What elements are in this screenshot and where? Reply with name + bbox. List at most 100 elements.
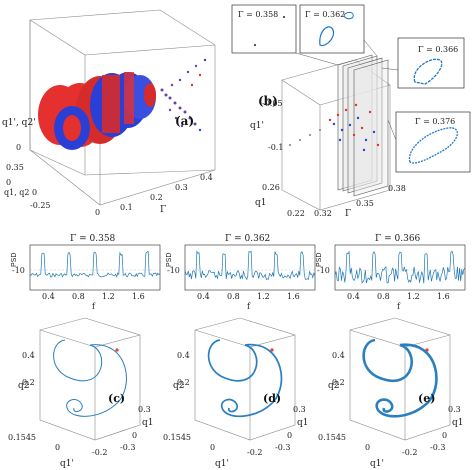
panel-a-gamma-tick-0: 0 xyxy=(95,208,100,217)
traj-ztick-1-2: -0.3 xyxy=(275,443,290,452)
panel-a-gamma-tick-1: 0.1 xyxy=(120,203,133,212)
panel-a-q-tick-0: 0 xyxy=(6,178,11,187)
traj-ytick-0-1: 0.2 xyxy=(22,378,35,387)
psd-xtick-0-2: 1.2 xyxy=(102,292,115,301)
psd-xtick-2-0: 0.4 xyxy=(347,292,360,301)
panel-b-zlabel: Γ xyxy=(345,209,351,219)
psd-spectrum-0 xyxy=(29,250,161,278)
psd-ytick-2: -10 xyxy=(317,266,330,275)
traj-marker-2 xyxy=(425,348,429,352)
panel-b-qp-tick-1: -0.1 xyxy=(268,143,283,152)
traj-xtick-1-1: -0.2 xyxy=(247,448,262,457)
panel-a-gamma-tick-4: 0.4 xyxy=(200,173,213,182)
panel-b-qp-tick-0: -0.05 xyxy=(262,99,283,108)
traj-ztick-2-1: 0 xyxy=(442,431,447,440)
psd-panel-1: Γ = 0.362 PSD-10 0.4 0.8 1.2 1.6 f xyxy=(166,234,316,311)
psd-title-2: Γ = 0.366 xyxy=(375,234,421,244)
panel-b-inset-1-title: Γ = 0.362 xyxy=(305,10,345,19)
traj-ztick-0-0: 0.3 xyxy=(138,405,151,414)
traj-xtick-0-0: 0 xyxy=(55,443,60,452)
panel-a-q-tick-2: 0.35 xyxy=(6,163,24,172)
panel-a-box xyxy=(29,9,216,206)
panel-a-scatter xyxy=(160,58,207,132)
psd-xtick-2-1: 0.8 xyxy=(377,292,390,301)
traj-curve-1 xyxy=(207,339,283,418)
psd-xlabel-1: f xyxy=(247,302,251,311)
panel-b: Γ = 0.358 Γ = 0.362 Γ = 0.366 Γ = 0.376 … xyxy=(231,4,471,219)
psd-ylabel-2: PSD xyxy=(316,253,323,267)
psd-axes-0 xyxy=(29,244,161,291)
panel-b-inset-0-title: Γ = 0.358 xyxy=(238,10,278,19)
psd-ytick-0: -10 xyxy=(12,266,25,275)
traj-ytick-1-1: 0.2 xyxy=(177,378,190,387)
panel-b-xlabel: q1 xyxy=(255,198,267,208)
traj-label-0: (c) xyxy=(108,392,125,405)
panel-a-tori xyxy=(38,72,156,150)
traj-ztick-0-1: 0 xyxy=(132,431,137,440)
traj-ztick-0-2: -0.3 xyxy=(120,443,135,452)
traj-ylabel-0: q2 xyxy=(18,381,30,391)
panel-b-inset-1: Γ = 0.362 xyxy=(299,4,365,54)
traj-xtick-1-0: 0 xyxy=(210,443,215,452)
traj-curve-2 xyxy=(362,338,438,418)
panel-b-gamma-tick-0: 0.32 xyxy=(314,209,332,218)
traj-ytick-0-2: 0.1545 xyxy=(8,433,36,442)
traj-xlabel-1: q1' xyxy=(215,459,229,469)
panel-b-q1-tick-0: 0.26 xyxy=(262,183,280,192)
traj-xtick-0-1: -0.2 xyxy=(92,448,107,457)
panel-a-z-tick-0: 0 xyxy=(16,143,21,152)
traj-panel-0: (c) q2 0.4 0.2 0.1545 0 -0.2 q1' 0.3 q1 0 -0.3 xyxy=(8,317,154,469)
traj-zlabel-0: q1 xyxy=(142,418,154,428)
psd-title-1: Γ = 0.362 xyxy=(225,234,270,244)
panel-b-gamma-tick-1: 0.35 xyxy=(356,199,374,208)
psd-xtick-2-2: 1.2 xyxy=(407,292,420,301)
traj-ytick-2-2: 0.1545 xyxy=(318,433,346,442)
traj-box-0 xyxy=(39,317,141,441)
traj-zlabel-2: q1 xyxy=(452,418,464,428)
psd-spectrum-1 xyxy=(184,250,316,281)
psd-title-0: Γ = 0.358 xyxy=(70,234,116,244)
psd-xtick-0-3: 1.6 xyxy=(132,292,145,301)
psd-ylabel-0: PSD xyxy=(11,253,18,267)
panel-b-inset-2: Γ = 0.366 xyxy=(397,37,465,89)
panel-a-label: (a) xyxy=(175,114,194,128)
panel-b-connectors xyxy=(295,39,399,141)
panel-a-ylabel: q1', q2' xyxy=(2,118,36,128)
psd-xtick-1-3: 1.6 xyxy=(287,292,300,301)
traj-ytick-0-0: 0.4 xyxy=(22,351,35,360)
psd-xlabel-0: f xyxy=(92,302,96,311)
panel-b-inset-0: Γ = 0.358 xyxy=(231,4,297,54)
psd-xtick-2-3: 1.6 xyxy=(437,292,450,301)
psd-xtick-1-0: 0.4 xyxy=(197,292,210,301)
panel-b-scatter xyxy=(289,103,380,152)
traj-marker-0 xyxy=(115,348,119,352)
psd-panel-0: Γ = 0.358 PSD-10 0.4 0.8 1.2 1.6 f xyxy=(11,234,161,311)
traj-xtick-2-0: 0 xyxy=(365,443,370,452)
traj-panel-2: (e) q2 0.4 0.2 0.1545 0 -0.2 q1' 0.3 q1 0 -0.3 xyxy=(318,317,464,469)
traj-xlabel-2: q1' xyxy=(370,459,384,469)
psd-ylabel-1: PSD xyxy=(166,253,173,267)
traj-ztick-1-1: 0 xyxy=(287,431,292,440)
traj-ytick-2-0: 0.4 xyxy=(332,351,345,360)
traj-ztick-2-0: 0.3 xyxy=(448,405,461,414)
panel-a-zlabel: Γ xyxy=(160,205,166,215)
traj-box-1 xyxy=(194,317,296,441)
traj-xtick-2-1: -0.2 xyxy=(402,448,417,457)
traj-curve-0 xyxy=(53,339,127,417)
panel-a-gamma-tick-2: 0.2 xyxy=(150,193,163,202)
psd-xtick-0-0: 0.4 xyxy=(42,292,55,301)
panel-b-planes xyxy=(337,54,389,197)
psd-panel-2: Γ = 0.366 PSD-10 0.4 0.8 1.2 1.6 f xyxy=(316,234,466,311)
traj-xlabel-0: q1' xyxy=(60,459,74,469)
traj-row: (c) q2 0.4 0.2 0.1545 0 -0.2 q1' 0.3 q1 0 -0.3 (d) q2… xyxy=(8,317,464,469)
traj-marker-1 xyxy=(270,348,274,352)
traj-ztick-1-0: 0.3 xyxy=(293,405,306,414)
psd-axes-1 xyxy=(184,244,316,291)
traj-label-1: (d) xyxy=(263,392,281,405)
traj-ytick-1-0: 0.4 xyxy=(177,351,190,360)
panel-b-label: (b) xyxy=(258,94,278,108)
panel-a-gamma-tick-3: 0.3 xyxy=(175,183,188,192)
psd-spectrum-2 xyxy=(334,250,466,284)
traj-panel-1: (d) q2 0.4 0.2 0.1545 0 -0.2 q1' 0.3 q1 0 -0.3 xyxy=(163,317,309,469)
